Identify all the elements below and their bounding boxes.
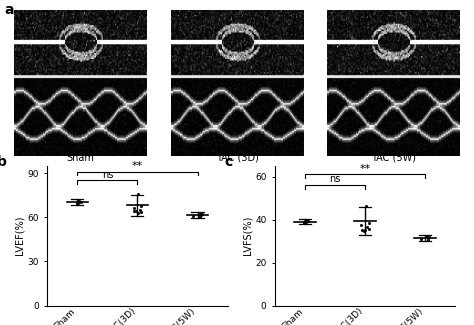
Point bbox=[74, 199, 82, 204]
Point bbox=[364, 225, 371, 230]
Text: ns: ns bbox=[102, 170, 113, 180]
Point bbox=[75, 200, 83, 205]
Point bbox=[197, 213, 204, 218]
Point bbox=[75, 198, 82, 203]
Point bbox=[136, 207, 144, 213]
Y-axis label: LVEF(%): LVEF(%) bbox=[15, 216, 25, 255]
Point bbox=[130, 208, 138, 213]
Point bbox=[134, 210, 142, 215]
Point bbox=[73, 200, 81, 205]
Point bbox=[424, 235, 431, 240]
Point bbox=[130, 206, 137, 211]
Point bbox=[357, 222, 365, 227]
Text: **: ** bbox=[359, 164, 371, 174]
Point bbox=[74, 199, 82, 204]
Point bbox=[304, 218, 312, 224]
Point bbox=[301, 218, 309, 223]
Point bbox=[197, 214, 204, 219]
Point bbox=[302, 217, 310, 223]
Point bbox=[134, 192, 142, 197]
Point bbox=[196, 211, 204, 216]
Point bbox=[133, 209, 140, 214]
Point bbox=[302, 219, 310, 225]
Text: a: a bbox=[5, 3, 14, 17]
Y-axis label: LVFS(%): LVFS(%) bbox=[242, 216, 252, 255]
Text: **: ** bbox=[132, 161, 143, 171]
Point bbox=[365, 220, 373, 225]
Point bbox=[425, 234, 433, 239]
Text: ns: ns bbox=[329, 175, 341, 184]
Point bbox=[301, 219, 308, 224]
Point bbox=[362, 227, 369, 233]
Point bbox=[137, 203, 145, 209]
Text: b: b bbox=[0, 155, 7, 169]
Text: TAC (3D): TAC (3D) bbox=[216, 153, 258, 163]
Point bbox=[424, 233, 431, 238]
Point bbox=[424, 237, 432, 242]
Point bbox=[198, 212, 205, 217]
Text: c: c bbox=[225, 155, 233, 169]
Point bbox=[190, 213, 197, 218]
Text: TAC (5W): TAC (5W) bbox=[371, 153, 416, 163]
Point bbox=[301, 221, 308, 226]
Point bbox=[424, 235, 432, 240]
Text: Sham: Sham bbox=[67, 153, 94, 163]
Point bbox=[303, 219, 310, 224]
Point bbox=[196, 212, 204, 217]
Point bbox=[301, 220, 309, 225]
Point bbox=[358, 227, 365, 233]
Point bbox=[362, 203, 369, 208]
Point bbox=[417, 236, 425, 241]
Point bbox=[77, 199, 84, 204]
Point bbox=[73, 200, 81, 205]
Point bbox=[74, 201, 82, 206]
Point bbox=[365, 227, 373, 232]
Point bbox=[360, 229, 368, 234]
Point bbox=[137, 210, 145, 215]
